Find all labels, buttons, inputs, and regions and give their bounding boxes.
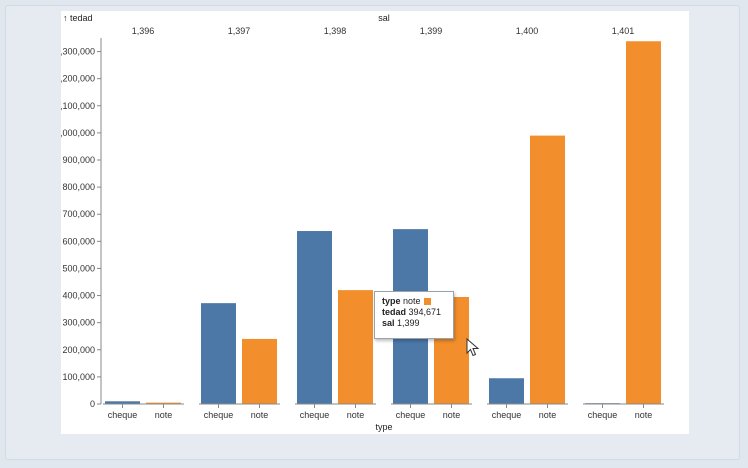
x-tick-label: note (443, 410, 461, 420)
bar-cheque (201, 303, 236, 404)
tooltip-row-sal: sal 1,399 (382, 318, 446, 329)
mouse-pointer-icon (466, 338, 480, 357)
y-tick-label: 1,300,000 (61, 47, 95, 57)
y-tick-label: 900,000 (62, 155, 95, 165)
y-tick-label: 800,000 (62, 182, 95, 192)
tooltip-type-value: note (403, 296, 421, 306)
bar-cheque (489, 378, 524, 404)
x-tick-label: cheque (204, 410, 234, 420)
x-tick-label: note (635, 410, 653, 420)
x-tick-label: cheque (300, 410, 330, 420)
chart-tooltip: type note tedad 394,671 sal 1,399 (374, 291, 454, 339)
tooltip-sal-key: sal (382, 318, 395, 328)
bar-cheque (105, 401, 140, 404)
facet-label: 1,401 (612, 26, 635, 36)
facet-label: 1,399 (420, 26, 443, 36)
y-tick-label: 1,200,000 (61, 74, 95, 84)
tooltip-row-tedad: tedad 394,671 (382, 307, 446, 318)
y-tick-label: 400,000 (62, 291, 95, 301)
x-tick-label: cheque (492, 410, 522, 420)
x-axis-title: type (375, 422, 392, 432)
tooltip-sal-value: 1,399 (397, 318, 420, 328)
x-tick-label: note (251, 410, 269, 420)
y-tick-label: 1,100,000 (61, 101, 95, 111)
bar-note (530, 135, 565, 404)
y-tick-label: 500,000 (62, 263, 95, 273)
facet-label: 1,400 (516, 26, 539, 36)
column-title: sal (378, 13, 390, 23)
x-tick-label: cheque (588, 410, 618, 420)
y-tick-label: 300,000 (62, 318, 95, 328)
x-tick-label: note (539, 410, 557, 420)
tooltip-row-type: type note (382, 296, 446, 307)
tooltip-tedad-key: tedad (382, 307, 407, 317)
bar-note (626, 41, 661, 405)
y-tick-label: 200,000 (62, 345, 95, 355)
facet-label: 1,397 (228, 26, 251, 36)
y-tick-label: 600,000 (62, 236, 95, 246)
x-tick-label: cheque (396, 410, 426, 420)
facet-label: 1,396 (132, 26, 155, 36)
tooltip-color-swatch (423, 297, 431, 305)
x-tick-label: note (347, 410, 365, 420)
x-tick-label: cheque (108, 410, 138, 420)
y-tick-label: 1,000,000 (61, 128, 95, 138)
y-tick-label: 700,000 (62, 209, 95, 219)
bar-note (146, 402, 181, 404)
bar-cheque (297, 231, 332, 404)
bar-note (338, 290, 373, 404)
tooltip-tedad-value: 394,671 (408, 307, 442, 317)
y-axis-title: ↑ tedad (63, 13, 93, 23)
chart-card: ↑ tedad sal 0 100,000 200,000 300,000 400,000 5… (61, 11, 689, 434)
y-tick-label: 100,000 (62, 372, 95, 382)
facet-label: 1,398 (324, 26, 347, 36)
faceted-bar-chart: ↑ tedad sal 0 100,000 200,000 300,000 400,000 5… (61, 13, 664, 432)
bar-note (242, 338, 277, 404)
y-tick-label: 0 (90, 399, 95, 409)
tooltip-type-key: type (382, 296, 401, 306)
x-tick-label: note (155, 410, 173, 420)
